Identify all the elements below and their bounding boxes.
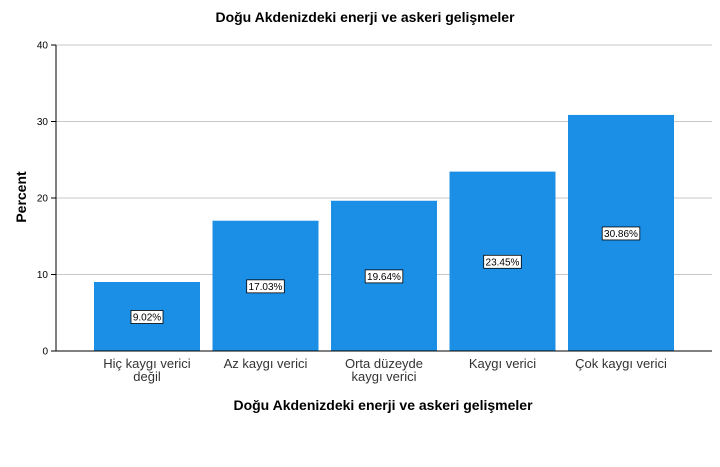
category-label: Kaygı verici [469, 356, 536, 371]
y-tick-label: 20 [37, 194, 49, 205]
y-tick-label: 30 [37, 117, 49, 128]
data-label-box [364, 269, 404, 284]
data-label-box [130, 310, 164, 324]
y-tick-label: 40 [37, 41, 49, 52]
category-label: değil [133, 369, 161, 384]
y-axis-title: Percent [13, 171, 29, 223]
data-label-box [483, 254, 522, 269]
data-labels: 9.02% 17.03% 19.64% 23.45% 30.86% [130, 226, 641, 324]
category-label: kaygı verici [351, 369, 416, 384]
category-label: Çok kaygı verici [575, 356, 667, 371]
data-label: 19.64% [367, 272, 401, 283]
data-label-box [601, 226, 641, 241]
bars [94, 114, 674, 352]
axes: 0 10 20 30 40 [37, 41, 712, 358]
data-label: 17.03% [249, 282, 283, 293]
data-label: 23.45% [486, 257, 520, 268]
y-tick-label: 0 [42, 347, 48, 358]
chart-title: Doğu Akdenizdeki enerji ve askeri gelişm… [215, 9, 515, 25]
category-label: Hiç kaygı verici [103, 356, 191, 371]
y-tick-label: 10 [37, 270, 49, 281]
category-label: Orta düzeyde [345, 356, 423, 371]
data-label-box [246, 279, 285, 294]
data-label: 9.02% [133, 312, 161, 323]
x-axis-title: Doğu Akdenizdeki enerji ve askeri gelişm… [233, 397, 533, 413]
data-label: 30.86% [604, 229, 638, 240]
category-label: Az kaygı verici [224, 356, 308, 371]
